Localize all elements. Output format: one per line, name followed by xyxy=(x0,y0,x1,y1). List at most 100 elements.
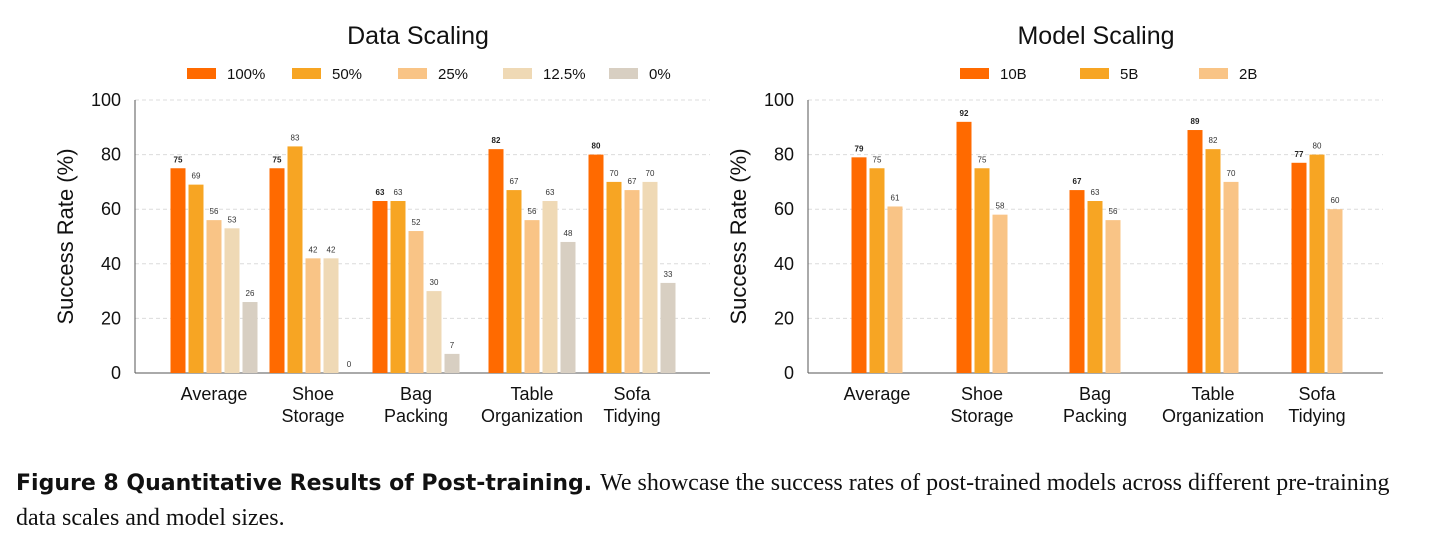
bar xyxy=(323,258,339,373)
y-tick-label: 20 xyxy=(774,308,794,328)
bar xyxy=(992,214,1008,373)
bar xyxy=(1087,201,1103,373)
x-tick-label: Average xyxy=(181,384,248,404)
bar xyxy=(188,184,204,373)
y-axis-label: Success Rate (%) xyxy=(726,148,751,324)
y-tick-label: 60 xyxy=(774,199,794,219)
chart-1: Model Scaling 10B 5B 2B 0 20 40 60 80 100 Success … xyxy=(726,22,1383,426)
data-label: 56 xyxy=(210,207,219,216)
x-tick-label: Bag xyxy=(400,384,432,404)
data-label: 42 xyxy=(327,245,336,254)
figure-caption: Figure 8 Quantitative Results of Post-tr… xyxy=(16,466,1431,535)
bar xyxy=(588,154,604,373)
data-label: 63 xyxy=(394,188,403,197)
x-tick-label: Table xyxy=(510,384,553,404)
bar xyxy=(287,146,303,373)
data-label: 69 xyxy=(192,172,201,181)
legend-label: 0% xyxy=(649,66,671,83)
bar xyxy=(1327,209,1343,373)
legend-swatch xyxy=(503,68,532,79)
data-label: 61 xyxy=(891,193,900,202)
bar xyxy=(560,241,576,373)
bar xyxy=(642,181,658,373)
legend-label: 2B xyxy=(1239,66,1257,83)
bar xyxy=(524,220,540,373)
bar xyxy=(269,168,285,373)
bar xyxy=(305,258,321,373)
data-label: 80 xyxy=(592,142,601,151)
x-tick-label: Shoe xyxy=(292,384,334,404)
chart-0: Data Scaling 100% 50% 25% 12.5% 0% 0 20 40 60 80 10… xyxy=(53,22,710,426)
data-label: 67 xyxy=(510,177,519,186)
x-tick-label: Bag xyxy=(1079,384,1111,404)
caption-text: We showcase the success rates of post-tr… xyxy=(16,470,1390,531)
data-label: 52 xyxy=(412,218,421,227)
legend-swatch xyxy=(609,68,638,79)
legend-label: 25% xyxy=(438,66,468,83)
bar xyxy=(606,181,622,373)
legend-label: 12.5% xyxy=(543,66,586,83)
caption-title: Figure 8 Quantitative Results of Post-tr… xyxy=(16,471,593,496)
bar xyxy=(426,291,442,373)
bar xyxy=(1291,162,1307,373)
bar xyxy=(887,206,903,373)
legend-swatch xyxy=(960,68,989,79)
data-label: 75 xyxy=(978,155,987,164)
bar xyxy=(170,168,186,373)
bar xyxy=(542,201,558,373)
data-label: 70 xyxy=(646,169,655,178)
data-label: 89 xyxy=(1191,117,1200,126)
x-tick-label: Organization xyxy=(1162,406,1264,426)
x-tick-label: Storage xyxy=(950,406,1013,426)
bar xyxy=(372,201,388,373)
data-label: 82 xyxy=(492,136,501,145)
y-tick-label: 100 xyxy=(764,90,794,110)
y-axis-label: Success Rate (%) xyxy=(53,148,78,324)
data-label: 63 xyxy=(546,188,555,197)
y-tick-label: 40 xyxy=(101,254,121,274)
legend-label: 10B xyxy=(1000,66,1027,83)
legend-swatch xyxy=(292,68,321,79)
bar xyxy=(869,168,885,373)
bar xyxy=(974,168,990,373)
data-label: 83 xyxy=(291,133,300,142)
legend-swatch xyxy=(187,68,216,79)
bar xyxy=(242,302,258,373)
legend-label: 50% xyxy=(332,66,362,83)
data-label: 60 xyxy=(1331,196,1340,205)
bar xyxy=(1069,190,1085,373)
legend-swatch xyxy=(398,68,427,79)
y-tick-label: 0 xyxy=(111,363,121,383)
data-label: 63 xyxy=(376,188,385,197)
bar xyxy=(206,220,222,373)
bar xyxy=(851,157,867,373)
x-tick-label: Table xyxy=(1191,384,1234,404)
x-tick-label: Organization xyxy=(481,406,583,426)
data-label: 30 xyxy=(430,278,439,287)
data-label: 75 xyxy=(174,155,183,164)
bar xyxy=(956,121,972,373)
data-label: 70 xyxy=(1227,169,1236,178)
data-label: 67 xyxy=(628,177,637,186)
charts-figure: Data Scaling 100% 50% 25% 12.5% 0% 0 20 40 60 80 10… xyxy=(53,22,1383,426)
data-label: 92 xyxy=(960,109,969,118)
bar xyxy=(1105,220,1121,373)
data-label: 75 xyxy=(273,155,282,164)
bar xyxy=(1223,181,1239,373)
y-tick-label: 80 xyxy=(101,145,121,165)
y-tick-label: 40 xyxy=(774,254,794,274)
x-tick-label: Sofa xyxy=(613,384,651,404)
data-label: 80 xyxy=(1313,142,1322,151)
data-label: 53 xyxy=(228,215,237,224)
data-label: 33 xyxy=(664,270,673,279)
data-label: 79 xyxy=(855,144,864,153)
bar xyxy=(444,353,460,373)
y-tick-label: 60 xyxy=(101,199,121,219)
bar xyxy=(488,149,504,373)
y-tick-label: 0 xyxy=(784,363,794,383)
y-tick-label: 100 xyxy=(91,90,121,110)
bar xyxy=(408,231,424,373)
x-tick-label: Tidying xyxy=(603,406,660,426)
data-label: 7 xyxy=(450,341,455,350)
legend-swatch xyxy=(1080,68,1109,79)
